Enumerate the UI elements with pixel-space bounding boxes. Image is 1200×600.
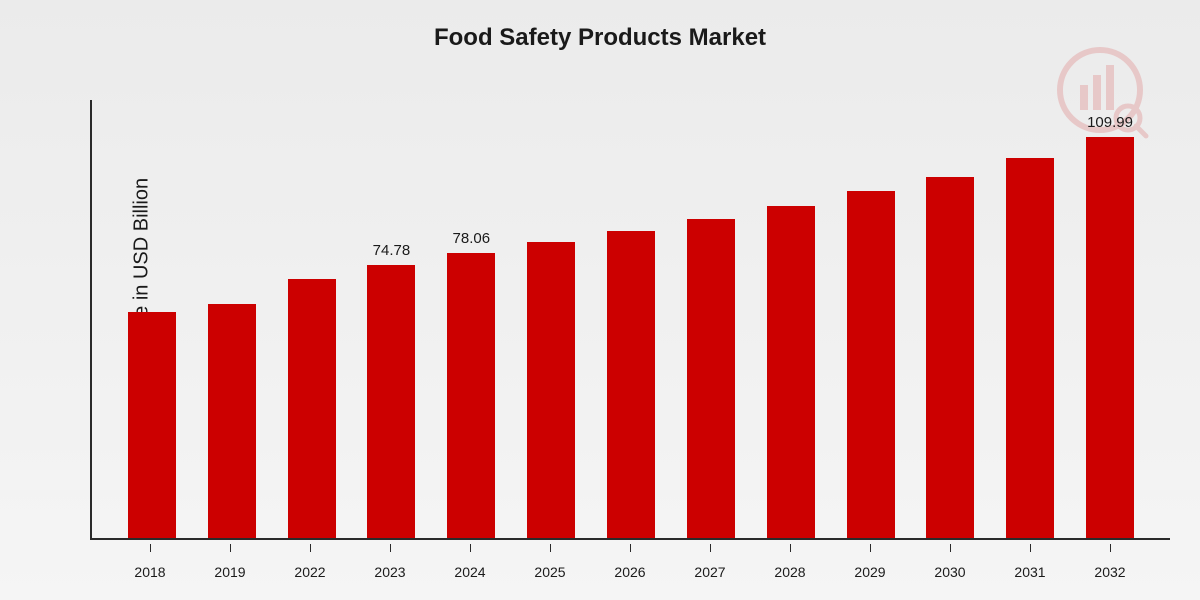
x-axis-tick: 2032	[1070, 564, 1150, 580]
bar-wrapper	[591, 100, 671, 538]
bar-value-label: 78.06	[453, 230, 491, 247]
x-axis: 2018201920222023202420252026202720282029…	[90, 564, 1170, 580]
bar-wrapper	[192, 100, 272, 538]
bar-value-label: 109.99	[1087, 114, 1133, 131]
bar-wrapper	[990, 100, 1070, 538]
x-axis-tick: 2024	[430, 564, 510, 580]
bar	[128, 312, 176, 538]
x-axis-tick: 2022	[270, 564, 350, 580]
bar-wrapper	[671, 100, 751, 538]
bar	[527, 242, 575, 538]
bar-wrapper: 74.78	[352, 100, 432, 538]
bar-wrapper: 109.99	[1070, 100, 1150, 538]
bar	[1006, 158, 1054, 538]
bar	[847, 191, 895, 538]
x-axis-tick: 2030	[910, 564, 990, 580]
chart-title: Food Safety Products Market	[434, 24, 766, 52]
bar-wrapper	[272, 100, 352, 538]
x-axis-tick: 2026	[590, 564, 670, 580]
bar-wrapper	[511, 100, 591, 538]
x-axis-tick: 2031	[990, 564, 1070, 580]
bar	[926, 177, 974, 538]
bars-container: 74.78 78.06 109.99	[92, 100, 1170, 538]
bar	[447, 253, 495, 538]
bar	[767, 206, 815, 538]
bar-wrapper	[112, 100, 192, 538]
x-axis-tick: 2029	[830, 564, 910, 580]
chart-container: Food Safety Products Market Market Value…	[0, 0, 1200, 600]
bar-wrapper	[831, 100, 911, 538]
bar	[607, 231, 655, 538]
x-axis-tick: 2023	[350, 564, 430, 580]
bar	[288, 279, 336, 538]
x-axis-tick: 2027	[670, 564, 750, 580]
x-axis-tick: 2018	[110, 564, 190, 580]
bar-wrapper	[910, 100, 990, 538]
plot-area: 74.78 78.06 109.99	[90, 100, 1170, 540]
x-axis-tick: 2025	[510, 564, 590, 580]
bar	[367, 265, 415, 538]
x-axis-tick: 2028	[750, 564, 830, 580]
x-axis-tick: 2019	[190, 564, 270, 580]
bar	[1086, 137, 1134, 538]
bar-value-label: 74.78	[373, 242, 411, 259]
bar-wrapper: 78.06	[431, 100, 511, 538]
bar	[208, 304, 256, 538]
bar	[687, 219, 735, 538]
bar-wrapper	[751, 100, 831, 538]
